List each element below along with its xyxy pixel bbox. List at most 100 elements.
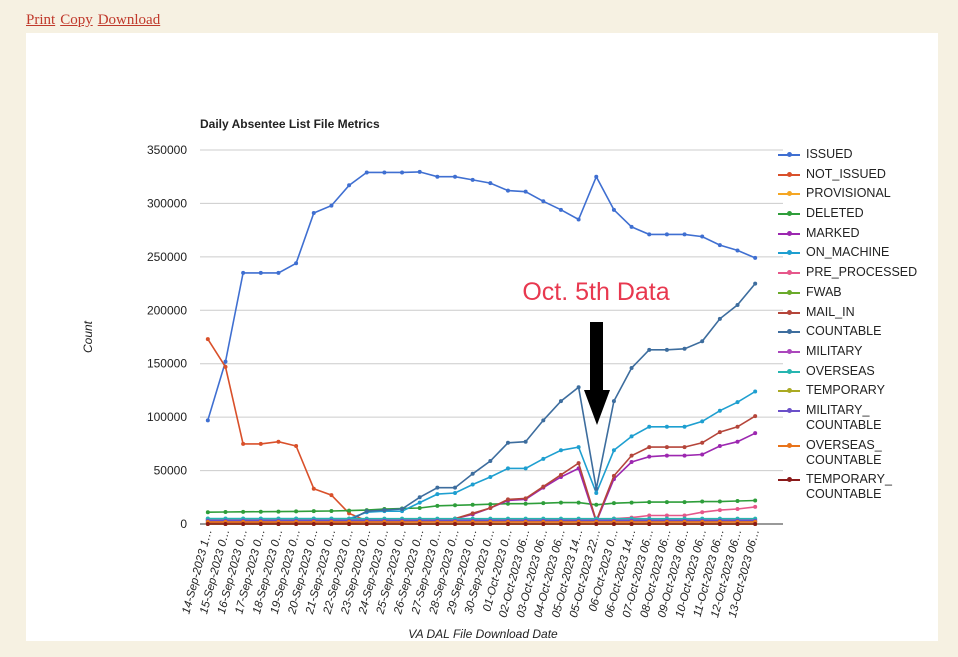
legend-marker [787, 348, 792, 354]
series-line [207, 171, 756, 421]
data-point [417, 169, 422, 174]
link[interactable]: Download [97, 12, 161, 28]
data-point [364, 522, 369, 526]
data-point [541, 199, 546, 204]
data-point [558, 399, 563, 404]
data-point [241, 270, 246, 275]
data-point [629, 522, 634, 526]
data-point [682, 522, 687, 526]
data-point [523, 496, 528, 501]
data-point [294, 509, 299, 514]
data-point [682, 346, 687, 351]
data-point [523, 439, 528, 444]
data-point [717, 443, 722, 448]
annotation: Oct. 5th Data [522, 278, 669, 306]
data-point [647, 513, 652, 518]
data-point [664, 453, 669, 458]
data-point [205, 522, 210, 526]
data-point [717, 522, 722, 526]
data-point [400, 170, 405, 175]
data-point [453, 174, 458, 179]
data-point [700, 510, 705, 515]
legend-marker [787, 211, 792, 217]
data-point [664, 232, 669, 237]
series-line [207, 499, 756, 513]
data-point [753, 498, 758, 503]
data-point [382, 508, 387, 513]
data-point [629, 460, 634, 465]
data-point [558, 207, 563, 212]
legend-marker [787, 270, 792, 276]
series-line [207, 338, 756, 523]
link[interactable]: Copy [60, 12, 93, 28]
data-point [258, 270, 263, 275]
legend-swatch [778, 388, 800, 394]
data-point [505, 497, 510, 502]
data-point [453, 491, 458, 496]
data-point [241, 509, 246, 514]
legend-label: DELETED [806, 206, 864, 221]
y-tick-label: 200000 [147, 303, 187, 317]
data-point [364, 509, 369, 514]
data-point [753, 281, 758, 286]
chart-panel [26, 33, 938, 641]
data-point [241, 522, 246, 526]
legend-item: MAIL_IN [778, 305, 946, 320]
data-point [364, 170, 369, 175]
data-point [311, 522, 316, 526]
data-point [717, 430, 722, 435]
data-point [276, 522, 281, 526]
data-point [505, 466, 510, 471]
data-point [594, 502, 599, 507]
data-point [400, 507, 405, 512]
data-point [629, 434, 634, 439]
data-point [735, 302, 740, 307]
data-point [647, 232, 652, 237]
data-point [417, 500, 422, 505]
data-point [611, 399, 616, 404]
data-point [558, 448, 563, 453]
data-point [470, 502, 475, 507]
legend-marker [787, 368, 792, 374]
data-point [647, 347, 652, 352]
legend-label: TEMPORARY [806, 383, 885, 398]
data-point [470, 482, 475, 487]
data-point [717, 408, 722, 413]
data-point [753, 504, 758, 509]
data-point [735, 248, 740, 253]
data-point [735, 499, 740, 504]
data-point [523, 466, 528, 471]
legend-item: OVERSEAS_ COUNTABLE [778, 438, 946, 468]
data-point [647, 522, 652, 526]
data-point [647, 445, 652, 450]
legend-marker [787, 309, 792, 315]
data-point [523, 189, 528, 194]
legend-item: ISSUED [778, 147, 946, 162]
data-point [205, 418, 210, 423]
legend-swatch [778, 211, 800, 217]
link[interactable]: Print [26, 12, 56, 28]
legend-swatch [778, 329, 800, 335]
data-point [664, 445, 669, 450]
legend-item: FWAB [778, 285, 946, 300]
legend-swatch [778, 407, 800, 413]
legend-swatch [778, 152, 800, 157]
legend-swatch [778, 171, 800, 177]
data-point [453, 503, 458, 508]
data-point [329, 508, 334, 513]
data-point [717, 508, 722, 513]
data-point [558, 472, 563, 477]
legend-label: MARKED [806, 225, 860, 240]
legend-swatch [778, 191, 800, 197]
data-point [505, 501, 510, 506]
data-point [664, 500, 669, 505]
data-point [558, 522, 563, 526]
data-point [594, 174, 599, 179]
data-point [753, 389, 758, 394]
data-point [453, 522, 458, 526]
data-point [629, 500, 634, 505]
legend-marker [787, 477, 792, 483]
data-point [647, 454, 652, 459]
data-point [594, 522, 599, 526]
